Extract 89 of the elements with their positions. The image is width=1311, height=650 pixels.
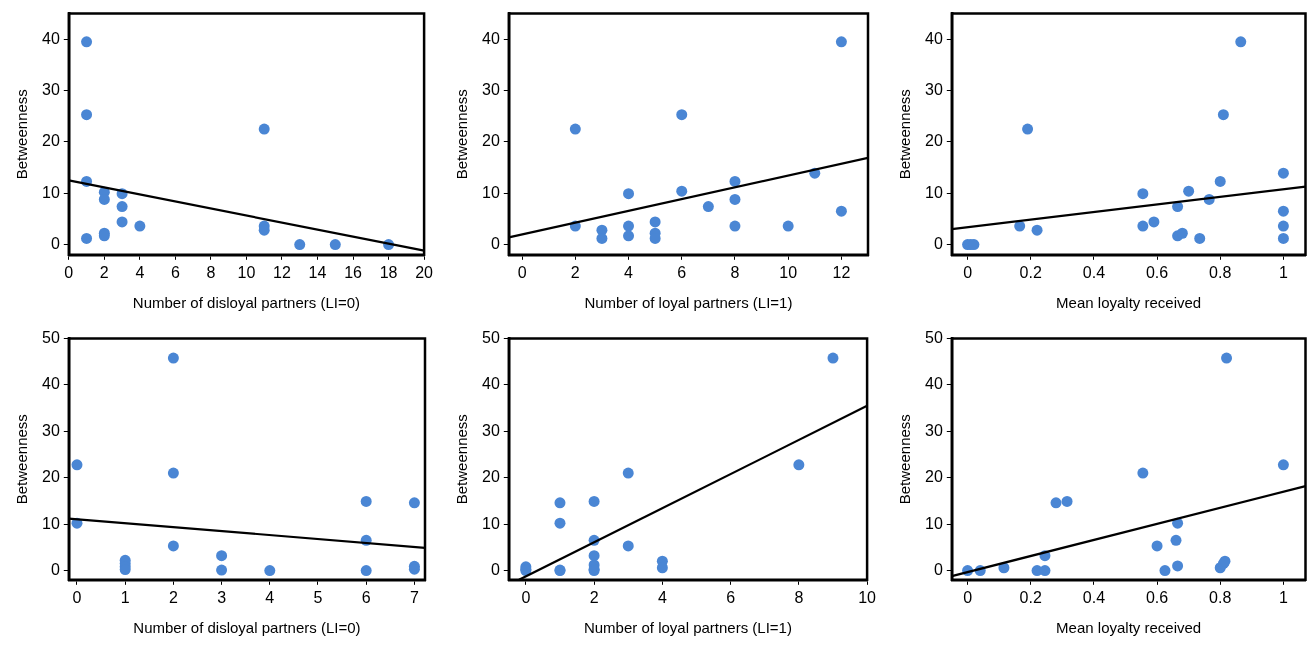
- y-tick-label: 40: [42, 29, 60, 47]
- x-tick-label: 0.6: [1145, 588, 1169, 606]
- x-tick-label: 0.8: [1209, 263, 1232, 281]
- x-tick-label: 14: [308, 263, 327, 281]
- x-tick-label: 2: [589, 588, 599, 606]
- y-tick-label: 20: [925, 468, 943, 486]
- x-tick-label: 18: [379, 263, 398, 281]
- x-axis-title: Mean loyalty received: [1056, 294, 1202, 312]
- y-tick-label: 30: [482, 421, 500, 439]
- x-tick-label: 0: [963, 263, 973, 281]
- y-tick-label: 10: [482, 183, 500, 201]
- x-tick-label: 4: [657, 588, 667, 606]
- x-axis-title: Number of disloyal partners (LI=0): [132, 294, 361, 312]
- y-tick-label: 50: [42, 329, 60, 347]
- y-tick-label: 10: [925, 183, 943, 201]
- y-tick-label: 30: [482, 80, 500, 98]
- y-axis-title: Betweenness: [13, 414, 31, 505]
- x-tick-label: 4: [265, 588, 275, 606]
- x-tick-label: 1: [120, 588, 130, 606]
- x-tick-label: 6: [170, 263, 180, 281]
- x-tick-label: 0: [72, 588, 82, 606]
- y-tick-label: 40: [925, 29, 943, 47]
- y-tick-label: 0: [933, 234, 943, 252]
- y-axis-title: Betweenness: [13, 89, 31, 180]
- y-tick-label: 30: [42, 421, 60, 439]
- x-tick-label: 5: [313, 588, 323, 606]
- x-tick-label: 2: [99, 263, 109, 281]
- y-tick-label: 0: [933, 560, 943, 578]
- y-tick-label: 20: [42, 132, 60, 150]
- x-tick-label: 10: [858, 588, 877, 606]
- y-tick-label: 20: [482, 132, 500, 150]
- x-tick-label: 8: [794, 588, 804, 606]
- x-tick-label: 0.8: [1209, 588, 1232, 606]
- y-tick-label: 40: [42, 375, 60, 393]
- y-tick-label: 30: [925, 421, 943, 439]
- x-tick-label: 0.6: [1145, 263, 1169, 281]
- x-tick-label: 12: [273, 263, 291, 281]
- y-tick-label: 0: [490, 234, 500, 252]
- x-tick-label: 4: [624, 263, 634, 281]
- x-tick-label: 7: [409, 588, 419, 606]
- y-axis-title: Betweenness: [453, 414, 471, 505]
- x-tick-label: 0: [64, 263, 74, 281]
- y-tick-label: 40: [482, 29, 500, 47]
- x-tick-label: 2: [570, 263, 580, 281]
- x-tick-label: 6: [677, 263, 687, 281]
- y-tick-label: 0: [50, 234, 60, 252]
- x-tick-label: 8: [730, 263, 740, 281]
- x-tick-label: 0: [517, 263, 527, 281]
- y-tick-label: 40: [925, 375, 943, 393]
- y-tick-label: 40: [482, 375, 500, 393]
- y-tick-label: 10: [482, 514, 500, 532]
- y-tick-label: 20: [925, 132, 943, 150]
- x-tick-label: 10: [779, 263, 798, 281]
- x-tick-label: 1: [1278, 263, 1288, 281]
- x-tick-label: 1: [1278, 588, 1288, 606]
- y-axis-title: Betweenness: [453, 89, 471, 180]
- x-tick-label: 0: [521, 588, 531, 606]
- x-axis-title: Number of loyal partners (LI=1): [584, 294, 793, 312]
- x-axis-title: Mean loyalty received: [1056, 619, 1202, 637]
- y-axis-title: Betweenness: [896, 414, 914, 505]
- y-tick-label: 50: [925, 329, 943, 347]
- y-tick-label: 10: [42, 183, 60, 201]
- x-tick-label: 16: [344, 263, 363, 281]
- x-tick-label: 0.2: [1019, 588, 1042, 606]
- x-tick-label: 12: [832, 263, 851, 281]
- y-tick-label: 30: [925, 80, 943, 98]
- x-tick-label: 8: [206, 263, 216, 281]
- y-tick-label: 30: [42, 80, 60, 98]
- x-tick-label: 3: [217, 588, 227, 606]
- x-tick-label: 0: [963, 588, 973, 606]
- y-tick-label: 50: [482, 329, 500, 347]
- y-tick-label: 10: [42, 514, 60, 532]
- x-tick-label: 0.4: [1082, 263, 1106, 281]
- x-axis-title: Number of disloyal partners (LI=0): [133, 619, 361, 637]
- x-tick-label: 0.4: [1082, 588, 1106, 606]
- x-axis-title: Number of loyal partners (LI=1): [583, 619, 792, 637]
- x-tick-label: 0.2: [1019, 263, 1042, 281]
- x-tick-label: 20: [415, 263, 434, 281]
- y-tick-label: 0: [490, 560, 500, 578]
- y-tick-label: 10: [925, 514, 943, 532]
- x-tick-label: 6: [361, 588, 371, 606]
- y-axis-title: Betweenness: [896, 89, 914, 180]
- x-tick-label: 2: [168, 588, 178, 606]
- y-tick-label: 20: [42, 468, 60, 486]
- x-tick-label: 4: [135, 263, 145, 281]
- x-tick-label: 6: [726, 588, 736, 606]
- y-tick-label: 0: [50, 560, 60, 578]
- x-tick-label: 10: [237, 263, 256, 281]
- y-tick-label: 20: [482, 468, 500, 486]
